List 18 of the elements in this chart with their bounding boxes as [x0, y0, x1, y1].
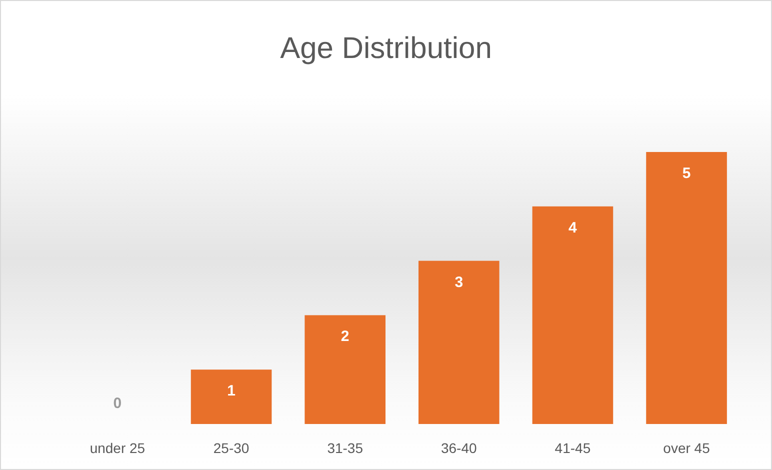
- x-tick-label: 31-35: [327, 440, 364, 456]
- x-tick-label: 36-40: [441, 440, 478, 456]
- data-label: 5: [682, 165, 691, 182]
- x-tick-label: over 45: [663, 440, 710, 456]
- data-label: 1: [227, 382, 236, 400]
- x-tick-label: 41-45: [554, 440, 591, 456]
- data-label: 2: [340, 328, 350, 346]
- data-label: 4: [568, 219, 578, 236]
- bar: [418, 260, 500, 424]
- data-label: 0: [113, 395, 122, 412]
- x-tick-label: under 25: [90, 440, 146, 456]
- chart-title: Age Distribution: [280, 32, 492, 65]
- x-tick-label: 25-30: [213, 440, 250, 456]
- data-label: 3: [454, 274, 464, 291]
- bar: [190, 370, 272, 424]
- bar: [304, 315, 386, 424]
- bar: [646, 152, 727, 424]
- bar: [532, 206, 614, 424]
